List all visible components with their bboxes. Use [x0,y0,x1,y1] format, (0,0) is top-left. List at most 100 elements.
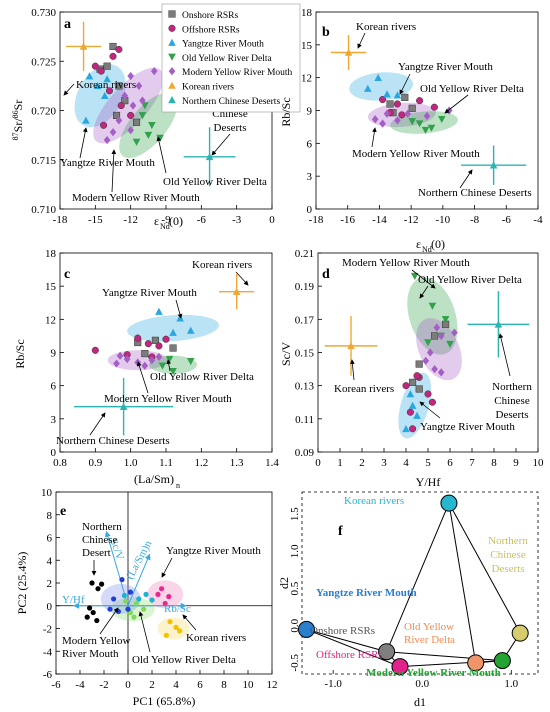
data-point-onshore [109,42,117,51]
x-tick-label: 1.0 [124,457,138,469]
data-point-offshore [97,67,105,75]
pca-point [84,614,90,620]
data-point-modern-yellow [423,111,431,121]
node-label-desert: Chinese [490,549,526,561]
pca-point [173,624,179,630]
x-tick-label: -4 [75,679,85,691]
network-node [467,654,485,672]
x-axis-label: (La/Sm) [134,472,174,486]
annotation-northern-chinese-deserts: Chinese [494,395,530,407]
panel-letter: a [64,17,71,32]
x-tick-label: -14 [372,214,387,226]
loading-label-lasm: (La/Sm)n [124,538,155,581]
data-point-old-yellow [132,138,141,146]
data-point-offshore [430,103,438,111]
y-tick-label: 9 [307,106,313,118]
x-tick-label: 0 [125,679,131,691]
pca-point [143,591,149,597]
data-point-old-yellow [424,339,432,347]
data-point-modern-yellow [129,101,137,110]
data-point-offshore [398,111,406,119]
x-axis-label-suffix: (0) [169,214,183,228]
data-point-modern-yellow [422,356,430,365]
y-tick-label: 15 [301,40,313,52]
data-point-offshore [117,102,125,110]
x-tick-label: 8 [491,457,497,469]
data-point-yangtze [186,326,195,334]
annotation-arrow [371,127,377,148]
loading-label-yhf: Y/Hf [62,594,85,606]
network-node [391,658,409,676]
annotation-modern-yellow: Modern Yellow River Mouth [352,148,480,160]
data-point-modern-yellow [123,355,131,364]
data-point-onshore [103,62,111,70]
x-tick-label: 10 [533,457,545,469]
pca-point [107,606,113,612]
data-point-offshore [134,334,142,342]
annotation-yangtze: Yangtze River Mouth [60,157,155,169]
data-point-yangtze [168,81,176,89]
data-point-old-yellow [411,272,419,281]
data-point-modern-yellow [150,67,158,76]
annotation-korean-rivers: Korean rivers [356,21,416,33]
y-axis-label: PC2 (25.4%) [15,552,29,615]
x-axis-label-sub: n [176,481,180,490]
x-tick-label: -10 [436,214,451,226]
annotation-modern-yellow: Modern Yellow [62,635,131,647]
data-point-old-yellow [158,362,167,370]
data-point-yangtze [344,48,353,56]
network-node [440,494,458,512]
x-tick-label: -3 [232,214,242,226]
x-tick-label: 6 [447,457,453,469]
data-point-modern-yellow [121,91,129,100]
network-node [378,643,396,661]
data-point-old-yellow [438,115,446,124]
x-tick-label: -12 [123,214,138,226]
x-tick-label: 4 [403,457,409,469]
panel-letter: c [64,267,70,282]
pca-point [163,632,169,638]
y-tick-label: 6 [47,533,53,545]
y-tick-label: 6 [307,138,313,150]
data-point-onshore [401,93,409,101]
annotation-arrow [182,614,197,631]
annotation-arrow [175,299,183,319]
y-tick-label: 0.19 [295,281,315,293]
group-ellipse [147,580,184,609]
x-tick-label: 1.2 [194,457,208,469]
x-axis-label: ε [416,237,421,251]
annotation-old-yellow: Old Yellow River Delta [150,371,254,383]
y-tick-label: 0.17 [295,314,315,326]
panel-letter: b [322,25,330,40]
data-point-offshore [105,87,114,95]
x-tick-label: -6 [51,679,61,691]
y-tick-label: 3 [51,414,57,426]
y-axis-label: 87Sr/86Sr [11,100,25,141]
network-edge [306,628,387,653]
loading-label-rbsc: Rb/Sc [164,603,191,615]
data-point-yangtze [168,96,176,104]
y-tick-label: 12 [45,314,56,326]
annotation-arrow [211,133,231,156]
annotation-arrow [89,412,106,436]
x-tick-label: 1 [337,457,343,469]
data-point-onshore [133,118,141,126]
data-point-yangtze [232,287,241,295]
legend: Onshore RSRs Offshore RSRs Yangtze River M… [161,3,301,113]
x-tick-label: 12 [267,679,278,691]
annotation-northern-chinese-desert: Northern [82,521,122,533]
y-tick-label: 18 [45,248,57,260]
data-point-offshore [379,96,387,104]
panel-f: -1.0 0.0 1.0 -0.5 0.0 0.5 1.0 1.5 f Korean rivers… [277,491,539,709]
data-point-modern-yellow [431,364,438,374]
data-point-modern-yellow [437,331,445,341]
annotation-arrow [399,73,411,95]
y-tick-label: 0 [47,601,53,613]
data-point-modern-yellow [168,67,176,76]
pca-point [155,591,161,597]
y-tick-label: 1.5 [289,507,301,521]
y-tick-label: 12 [301,73,312,85]
annotation-northern-chinese-desert: Chinese [82,534,118,546]
y-tick-label: 0.15 [295,348,315,360]
y-tick-label: -0.5 [289,654,301,672]
